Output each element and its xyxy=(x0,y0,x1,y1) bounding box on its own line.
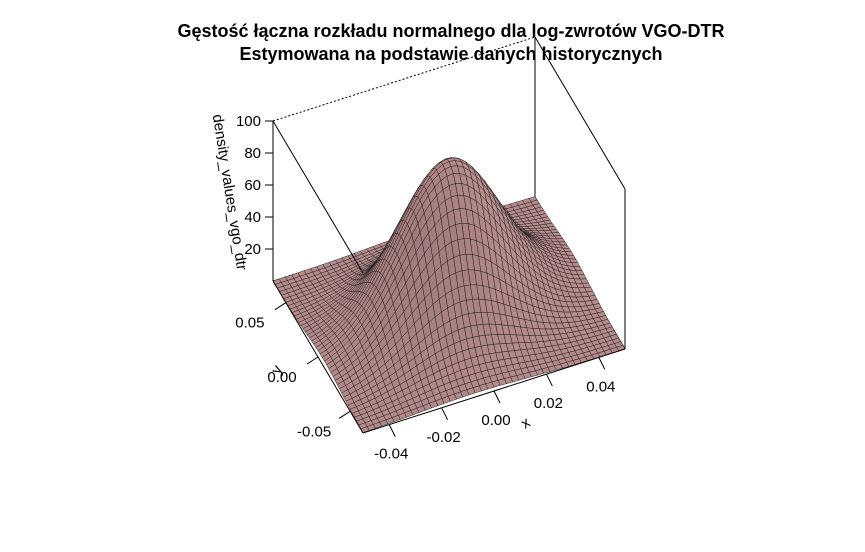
surface-mesh xyxy=(272,157,626,433)
chart-subtitle: Estymowana na podstawie danych historycz… xyxy=(239,44,662,64)
box-edge-top-left xyxy=(272,120,364,274)
x-tick-label: 0.04 xyxy=(586,378,615,395)
y-tick-mark xyxy=(306,356,319,365)
z-tick-label: 40 xyxy=(244,209,261,226)
x-axis-label: x xyxy=(518,414,534,433)
x-tick-label: 0.00 xyxy=(481,412,510,429)
y-tick-label: -0.05 xyxy=(297,423,331,440)
x-tick-mark xyxy=(441,407,449,421)
x-tick-mark xyxy=(598,357,606,370)
x-tick-label: -0.02 xyxy=(426,429,460,446)
z-tick-label: 60 xyxy=(244,177,261,194)
y-tick-label: 0.05 xyxy=(235,315,264,332)
y-tick-label: 0.00 xyxy=(267,369,296,386)
z-tick-label: 80 xyxy=(244,145,261,162)
axes: -0.04 -0.02 0.00 0.02 0.04 -0.05 0.00 0.05 20 40 6… xyxy=(235,113,615,463)
y-tick-mark xyxy=(274,302,287,311)
x-tick-mark xyxy=(545,373,553,387)
x-tick-mark xyxy=(493,390,501,404)
x-tick-label: 0.02 xyxy=(534,395,563,412)
x-tick-mark xyxy=(388,424,396,437)
y-tick-mark xyxy=(338,410,351,419)
z-tick-label: 100 xyxy=(236,113,261,130)
box-edge-top-back xyxy=(272,36,536,122)
x-tick-label: -0.04 xyxy=(374,446,408,463)
chart-title: Gęstość łączna rozkładu normalnego dla l… xyxy=(177,21,724,41)
box-edge-top-right xyxy=(534,36,626,190)
z-tick-label: 20 xyxy=(244,241,261,258)
